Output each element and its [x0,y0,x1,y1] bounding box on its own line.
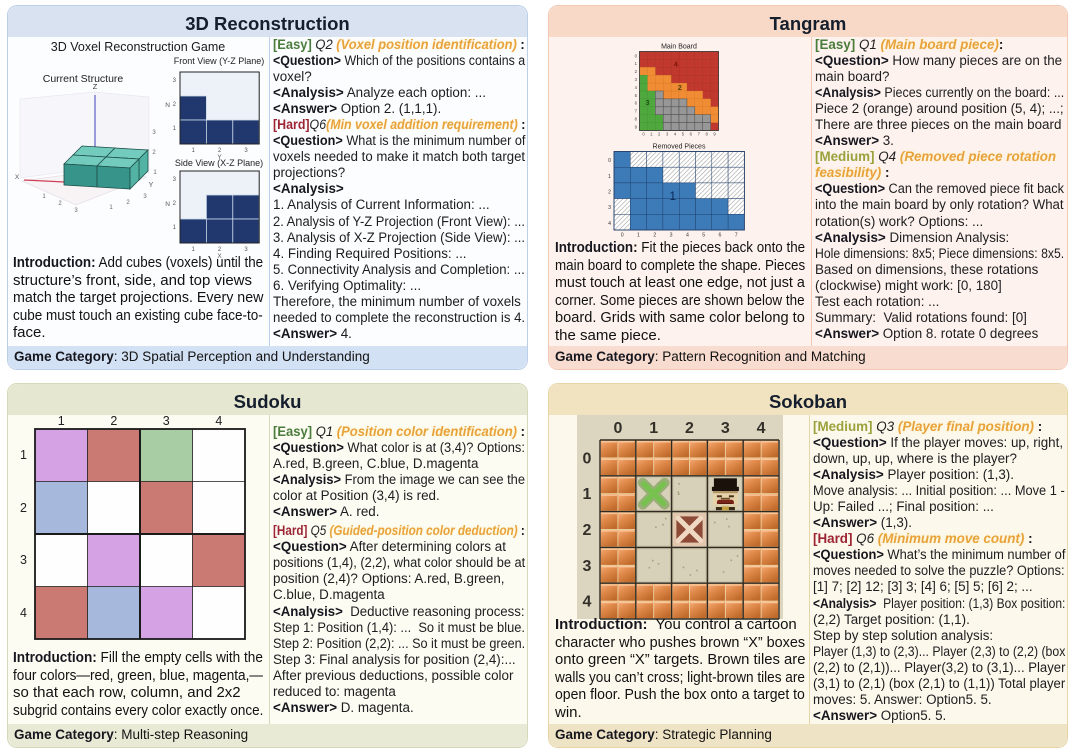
svg-text:1: 1 [669,189,676,203]
svg-text:2: 2 [653,233,656,239]
svg-text:3: 3 [608,205,611,211]
svg-text:3: 3 [721,420,730,437]
svg-text:1: 1 [637,233,640,239]
svg-text:4: 4 [635,85,638,90]
svg-text:6: 6 [718,233,721,239]
svg-text:2: 2 [126,200,130,206]
svg-text:2: 2 [20,501,27,515]
svg-text:7: 7 [735,233,738,239]
svg-text:3: 3 [152,130,156,136]
svg-text:1: 1 [109,205,113,211]
svg-text:4: 4 [583,594,592,611]
svg-text:Current Structure: Current Structure [43,73,124,85]
svg-text:1: 1 [635,61,638,66]
svg-text:1: 1 [192,148,196,154]
svg-text:2: 2 [218,148,222,154]
svg-text:5: 5 [682,132,685,137]
svg-text:1: 1 [173,126,177,132]
svg-text:3: 3 [670,233,673,239]
svg-text:0: 0 [608,158,611,164]
svg-text:2: 2 [173,201,177,207]
svg-text:3: 3 [244,148,248,154]
svg-text:4: 4 [674,60,679,69]
svg-text:3: 3 [635,77,638,82]
svg-text:8: 8 [635,117,638,122]
svg-text:3: 3 [173,177,177,183]
svg-text:1: 1 [649,420,658,437]
svg-text:N: N [165,102,170,109]
svg-text:2: 2 [218,247,222,253]
svg-text:3: 3 [143,194,147,200]
svg-text:2: 2 [678,83,682,92]
svg-text:2: 2 [608,190,611,196]
svg-text:2: 2 [173,102,177,108]
svg-text:2: 2 [110,415,117,428]
svg-text:X: X [217,253,222,260]
svg-text:4: 4 [608,221,611,227]
svg-text:5: 5 [635,93,638,98]
svg-text:1: 1 [153,170,157,176]
svg-text:Z: Z [93,82,98,91]
svg-text:2: 2 [583,522,592,539]
svg-text:0: 0 [635,53,638,58]
svg-text:1: 1 [192,247,196,253]
svg-text:9: 9 [635,124,638,129]
svg-text:4: 4 [686,233,689,239]
svg-text:2: 2 [658,132,661,137]
svg-text:3: 3 [173,78,177,84]
svg-text:4: 4 [757,420,766,437]
svg-text:2: 2 [152,150,156,156]
svg-text:3: 3 [666,132,669,137]
svg-text:6: 6 [635,101,638,106]
svg-text:3: 3 [645,98,649,107]
svg-text:6: 6 [690,132,693,137]
svg-text:7: 7 [635,109,638,114]
svg-text:4: 4 [215,415,222,428]
svg-text:Main Board: Main Board [661,44,697,51]
svg-text:2: 2 [58,201,62,207]
svg-text:1: 1 [42,194,46,200]
svg-text:1: 1 [650,132,653,137]
svg-text:8: 8 [706,132,709,137]
svg-text:3: 3 [244,247,248,253]
svg-text:5: 5 [702,233,705,239]
svg-text:3D Voxel Reconstruction Game: 3D Voxel Reconstruction Game [51,40,225,54]
svg-text:3: 3 [163,415,170,428]
svg-text:9: 9 [713,132,716,137]
svg-text:0: 0 [583,450,592,467]
svg-text:0: 0 [613,420,622,437]
svg-text:0: 0 [621,233,624,239]
svg-text:7: 7 [698,132,701,137]
svg-text:3: 3 [74,208,78,214]
svg-text:1: 1 [20,448,27,462]
svg-text:Front View (Y-Z Plane): Front View (Y-Z Plane) [174,56,265,66]
svg-text:0: 0 [642,132,645,137]
svg-text:1: 1 [173,225,177,231]
svg-text:1: 1 [608,174,611,180]
svg-text:4: 4 [674,132,677,137]
svg-text:4: 4 [20,606,27,620]
svg-text:N: N [165,201,170,208]
svg-text:3: 3 [583,558,592,575]
svg-text:Y: Y [149,182,154,189]
svg-text:1: 1 [583,486,592,503]
svg-text:Removed Pieces: Removed Pieces [653,144,706,151]
svg-text:2: 2 [635,69,638,74]
svg-text:Y: Y [217,154,222,161]
svg-text:3: 3 [20,553,27,567]
svg-text:X: X [15,174,20,181]
svg-text:1: 1 [58,415,65,428]
svg-text:2: 2 [685,420,694,437]
svg-text:Side View (X-Z Plane): Side View (X-Z Plane) [175,158,263,168]
